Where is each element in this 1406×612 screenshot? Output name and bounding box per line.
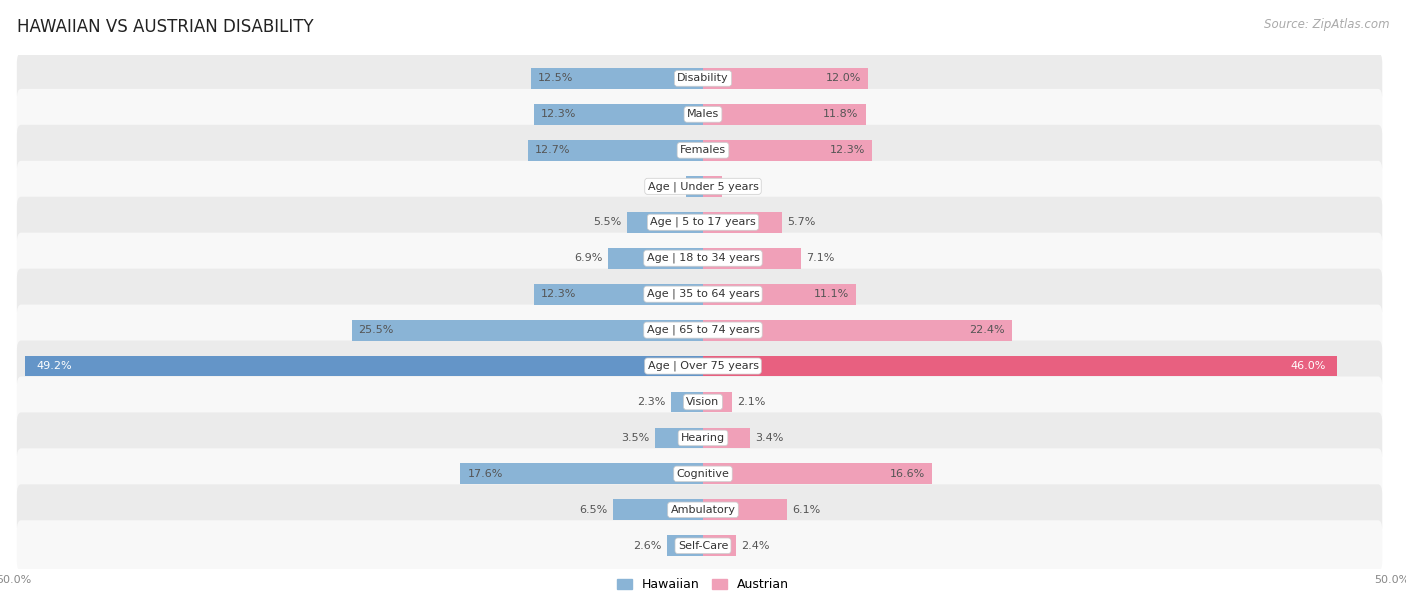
Bar <box>703 392 733 412</box>
Text: 6.9%: 6.9% <box>574 253 602 263</box>
Bar <box>613 499 703 520</box>
Text: 12.3%: 12.3% <box>540 110 576 119</box>
Text: 2.4%: 2.4% <box>741 541 770 551</box>
FancyBboxPatch shape <box>17 484 1382 536</box>
Bar <box>668 536 703 556</box>
Text: 7.1%: 7.1% <box>807 253 835 263</box>
Bar <box>533 104 703 125</box>
Bar <box>703 248 801 269</box>
Text: 3.5%: 3.5% <box>621 433 650 443</box>
Text: 12.7%: 12.7% <box>534 145 571 155</box>
Text: 49.2%: 49.2% <box>37 361 72 371</box>
FancyBboxPatch shape <box>17 269 1382 319</box>
Text: 6.5%: 6.5% <box>579 505 607 515</box>
Bar <box>686 176 703 196</box>
Bar <box>703 356 1337 376</box>
Text: 12.3%: 12.3% <box>830 145 866 155</box>
Text: Age | Over 75 years: Age | Over 75 years <box>648 361 758 371</box>
Text: Age | 35 to 64 years: Age | 35 to 64 years <box>647 289 759 299</box>
Bar <box>703 499 787 520</box>
Text: Ambulatory: Ambulatory <box>671 505 735 515</box>
Text: 2.6%: 2.6% <box>633 541 662 551</box>
Text: 11.8%: 11.8% <box>824 110 859 119</box>
FancyBboxPatch shape <box>17 89 1382 140</box>
Text: Hearing: Hearing <box>681 433 725 443</box>
Text: 5.5%: 5.5% <box>593 217 621 227</box>
FancyBboxPatch shape <box>17 196 1382 248</box>
Text: 5.7%: 5.7% <box>787 217 815 227</box>
FancyBboxPatch shape <box>17 233 1382 284</box>
FancyBboxPatch shape <box>17 412 1382 463</box>
Text: Age | 65 to 74 years: Age | 65 to 74 years <box>647 325 759 335</box>
Bar <box>703 176 723 196</box>
FancyBboxPatch shape <box>17 125 1382 176</box>
Text: 1.4%: 1.4% <box>728 181 756 192</box>
FancyBboxPatch shape <box>17 305 1382 356</box>
Text: 25.5%: 25.5% <box>359 325 394 335</box>
Bar <box>607 248 703 269</box>
Text: Age | 18 to 34 years: Age | 18 to 34 years <box>647 253 759 263</box>
Bar <box>627 212 703 233</box>
Text: Age | 5 to 17 years: Age | 5 to 17 years <box>650 217 756 228</box>
Text: 12.0%: 12.0% <box>827 73 862 83</box>
Bar <box>531 68 703 89</box>
Text: 11.1%: 11.1% <box>814 289 849 299</box>
Text: Males: Males <box>688 110 718 119</box>
Bar <box>529 140 703 161</box>
Bar <box>25 356 703 376</box>
Text: 12.3%: 12.3% <box>540 289 576 299</box>
Text: 12.5%: 12.5% <box>537 73 574 83</box>
Text: 46.0%: 46.0% <box>1291 361 1326 371</box>
Text: Females: Females <box>681 145 725 155</box>
Text: 2.3%: 2.3% <box>637 397 666 407</box>
FancyBboxPatch shape <box>17 340 1382 392</box>
Bar <box>703 428 749 449</box>
Bar <box>671 392 703 412</box>
Text: HAWAIIAN VS AUSTRIAN DISABILITY: HAWAIIAN VS AUSTRIAN DISABILITY <box>17 18 314 36</box>
Text: 1.2%: 1.2% <box>652 181 681 192</box>
Bar <box>703 104 866 125</box>
Bar <box>703 284 856 305</box>
Text: Disability: Disability <box>678 73 728 83</box>
Text: Age | Under 5 years: Age | Under 5 years <box>648 181 758 192</box>
Text: 2.1%: 2.1% <box>738 397 766 407</box>
Legend: Hawaiian, Austrian: Hawaiian, Austrian <box>612 573 794 596</box>
Bar <box>461 463 703 484</box>
Text: 22.4%: 22.4% <box>969 325 1005 335</box>
Bar <box>352 319 703 340</box>
Bar <box>703 319 1012 340</box>
Text: 16.6%: 16.6% <box>890 469 925 479</box>
Bar <box>533 284 703 305</box>
FancyBboxPatch shape <box>17 520 1382 572</box>
Bar <box>703 536 737 556</box>
Text: 6.1%: 6.1% <box>793 505 821 515</box>
FancyBboxPatch shape <box>17 161 1382 212</box>
Text: Self-Care: Self-Care <box>678 541 728 551</box>
Text: 3.4%: 3.4% <box>755 433 783 443</box>
Text: Vision: Vision <box>686 397 720 407</box>
Bar <box>703 68 869 89</box>
Bar <box>703 212 782 233</box>
FancyBboxPatch shape <box>17 376 1382 428</box>
Bar <box>655 428 703 449</box>
Text: Source: ZipAtlas.com: Source: ZipAtlas.com <box>1264 18 1389 31</box>
Text: Cognitive: Cognitive <box>676 469 730 479</box>
FancyBboxPatch shape <box>17 53 1382 104</box>
Text: 17.6%: 17.6% <box>467 469 503 479</box>
FancyBboxPatch shape <box>17 449 1382 499</box>
Bar <box>703 463 932 484</box>
Bar <box>703 140 873 161</box>
